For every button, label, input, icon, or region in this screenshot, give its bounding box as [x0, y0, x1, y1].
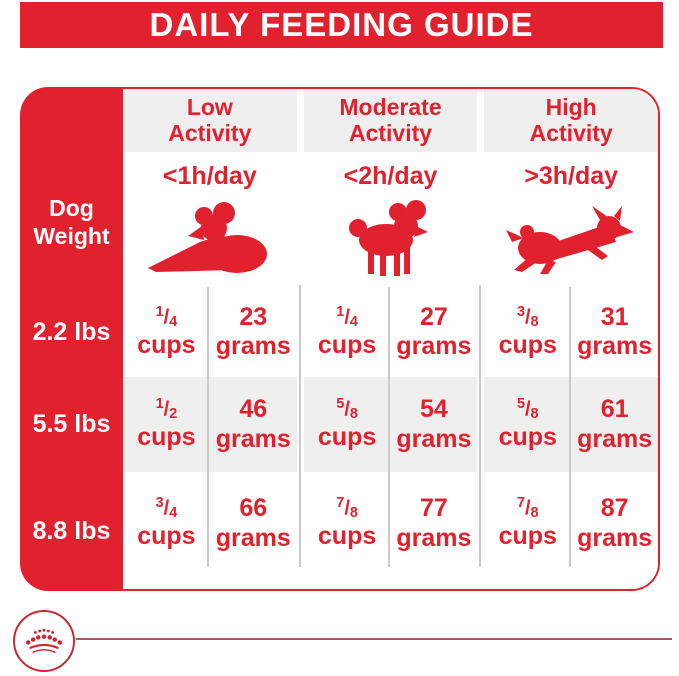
hours-row: <1h/day — [123, 152, 297, 287]
grams-cell: 66 grams — [210, 472, 297, 589]
cups-cell: 1/4 cups — [123, 287, 210, 377]
cups-value: 3/4 — [155, 495, 178, 522]
hours-label: >3h/day — [524, 162, 619, 190]
grams-cell: 61 grams — [571, 377, 658, 472]
grams-cell: 46 grams — [210, 377, 297, 472]
data-rows: 3/8 cups 31 grams 5/8 cups 61 gr — [484, 287, 658, 589]
cups-unit: cups — [498, 423, 557, 452]
cups-value: 5/8 — [516, 396, 539, 423]
grams-cell: 31 grams — [571, 287, 658, 377]
hours-row: <2h/day — [304, 152, 478, 287]
column-gap — [477, 89, 485, 589]
data-area: Low Activity <1h/day — [123, 89, 658, 589]
footer-divider-line — [76, 638, 672, 640]
divider-line — [387, 287, 390, 567]
cups-value: 5/8 — [336, 396, 358, 423]
table-row: 5/8 cups 54 grams — [303, 377, 478, 472]
cups-value: 3/8 — [516, 303, 539, 330]
hours-label: <2h/day — [343, 162, 438, 190]
cups-cell: 7/8 cups — [304, 472, 391, 589]
lying-dog-icon — [123, 191, 297, 287]
cups-unit: cups — [137, 522, 196, 551]
grams-unit: grams — [577, 424, 653, 453]
page-title: DAILY FEEDING GUIDE — [149, 6, 534, 43]
cups-cell: 5/8 cups — [304, 377, 391, 472]
feeding-guide-table: Dog Weight 2.2 lbs 5.5 lbs 8.8 lbs Low A… — [20, 87, 660, 591]
royal-canin-crown-icon — [13, 610, 75, 672]
table-row: 7/8 cups 87 grams — [484, 472, 658, 589]
weight-label: 5.5 lbs — [32, 410, 111, 438]
cups-value: 1/4 — [336, 303, 358, 330]
cups-cell: 1/2 cups — [123, 377, 210, 472]
table-row: 7/8 cups 77 grams — [304, 472, 478, 589]
grams-unit: grams — [396, 332, 472, 360]
grams-value: 23 — [239, 302, 268, 331]
cups-unit: cups — [317, 423, 377, 452]
grams-cell: 27 grams — [391, 287, 478, 377]
cups-value: 7/8 — [516, 495, 539, 522]
grams-unit: grams — [215, 523, 291, 552]
grams-value: 54 — [420, 395, 448, 423]
cups-unit: cups — [317, 330, 377, 359]
cups-cell: 1/4 cups — [304, 287, 391, 377]
table-row: 1/4 cups 27 grams — [304, 287, 478, 377]
activity-column-moderate: Moderate Activity <2h/day — [303, 89, 478, 589]
grams-unit: grams — [215, 332, 291, 360]
divider-line — [207, 287, 210, 567]
hours-row: >3h/day — [484, 152, 658, 287]
table-row: 3/8 cups 31 grams — [484, 287, 658, 377]
cups-unit: cups — [498, 330, 557, 359]
cups-unit: cups — [137, 330, 196, 359]
grams-value: 66 — [239, 494, 268, 522]
cups-cell: 7/8 cups — [484, 472, 571, 589]
data-rows: 1/4 cups 27 grams 5/8 cups 54 gr — [303, 287, 478, 589]
column-gap — [296, 89, 304, 589]
grams-cell: 77 grams — [391, 472, 478, 589]
grams-cell: 87 grams — [571, 472, 658, 589]
cups-value: 1/4 — [155, 303, 178, 330]
weight-column: Dog Weight 2.2 lbs 5.5 lbs 8.8 lbs — [20, 87, 123, 591]
dog-weight-header: Dog Weight — [33, 195, 110, 249]
activity-header: High Activity — [484, 89, 658, 152]
activity-header: Moderate Activity — [303, 89, 478, 152]
activity-column-low: Low Activity <1h/day — [123, 89, 297, 589]
data-rows: 1/4 cups 23 grams 1/2 cups 46 gr — [123, 287, 297, 589]
cups-cell: 5/8 cups — [484, 377, 571, 472]
activity-column-high: High Activity >3h/day — [484, 89, 658, 589]
grams-unit: grams — [577, 332, 653, 360]
banner: DAILY FEEDING GUIDE — [20, 2, 663, 48]
grams-cell: 54 grams — [391, 377, 478, 472]
running-dog-icon — [484, 191, 658, 287]
cups-value: 7/8 — [336, 495, 358, 522]
grams-value: 27 — [420, 302, 448, 331]
cups-unit: cups — [137, 423, 196, 452]
grams-cell: 23 grams — [210, 287, 297, 377]
table-row: 5/8 cups 61 grams — [484, 377, 658, 472]
grams-value: 61 — [600, 395, 629, 423]
grams-value: 46 — [239, 395, 268, 423]
grams-unit: grams — [396, 523, 472, 552]
grams-unit: grams — [215, 424, 291, 453]
cups-unit: cups — [498, 522, 557, 551]
divider-line — [568, 287, 571, 567]
table-row: 3/4 cups 66 grams — [123, 472, 297, 589]
grams-value: 31 — [600, 302, 629, 331]
grams-unit: grams — [577, 523, 653, 552]
cups-cell: 3/4 cups — [123, 472, 210, 589]
standing-dog-icon — [304, 191, 478, 287]
hours-label: <1h/day — [162, 162, 257, 190]
cups-cell: 3/8 cups — [484, 287, 571, 377]
grams-value: 87 — [600, 494, 629, 522]
table-row: 1/2 cups 46 grams — [123, 377, 297, 472]
weight-label: 8.8 lbs — [32, 517, 111, 545]
weight-label: 2.2 lbs — [32, 317, 111, 346]
table-row: 1/4 cups 23 grams — [123, 287, 297, 377]
cups-unit: cups — [317, 522, 377, 551]
grams-value: 77 — [420, 494, 448, 522]
activity-header: Low Activity — [123, 89, 297, 152]
grams-unit: grams — [396, 424, 472, 453]
cups-value: 1/2 — [155, 396, 178, 423]
